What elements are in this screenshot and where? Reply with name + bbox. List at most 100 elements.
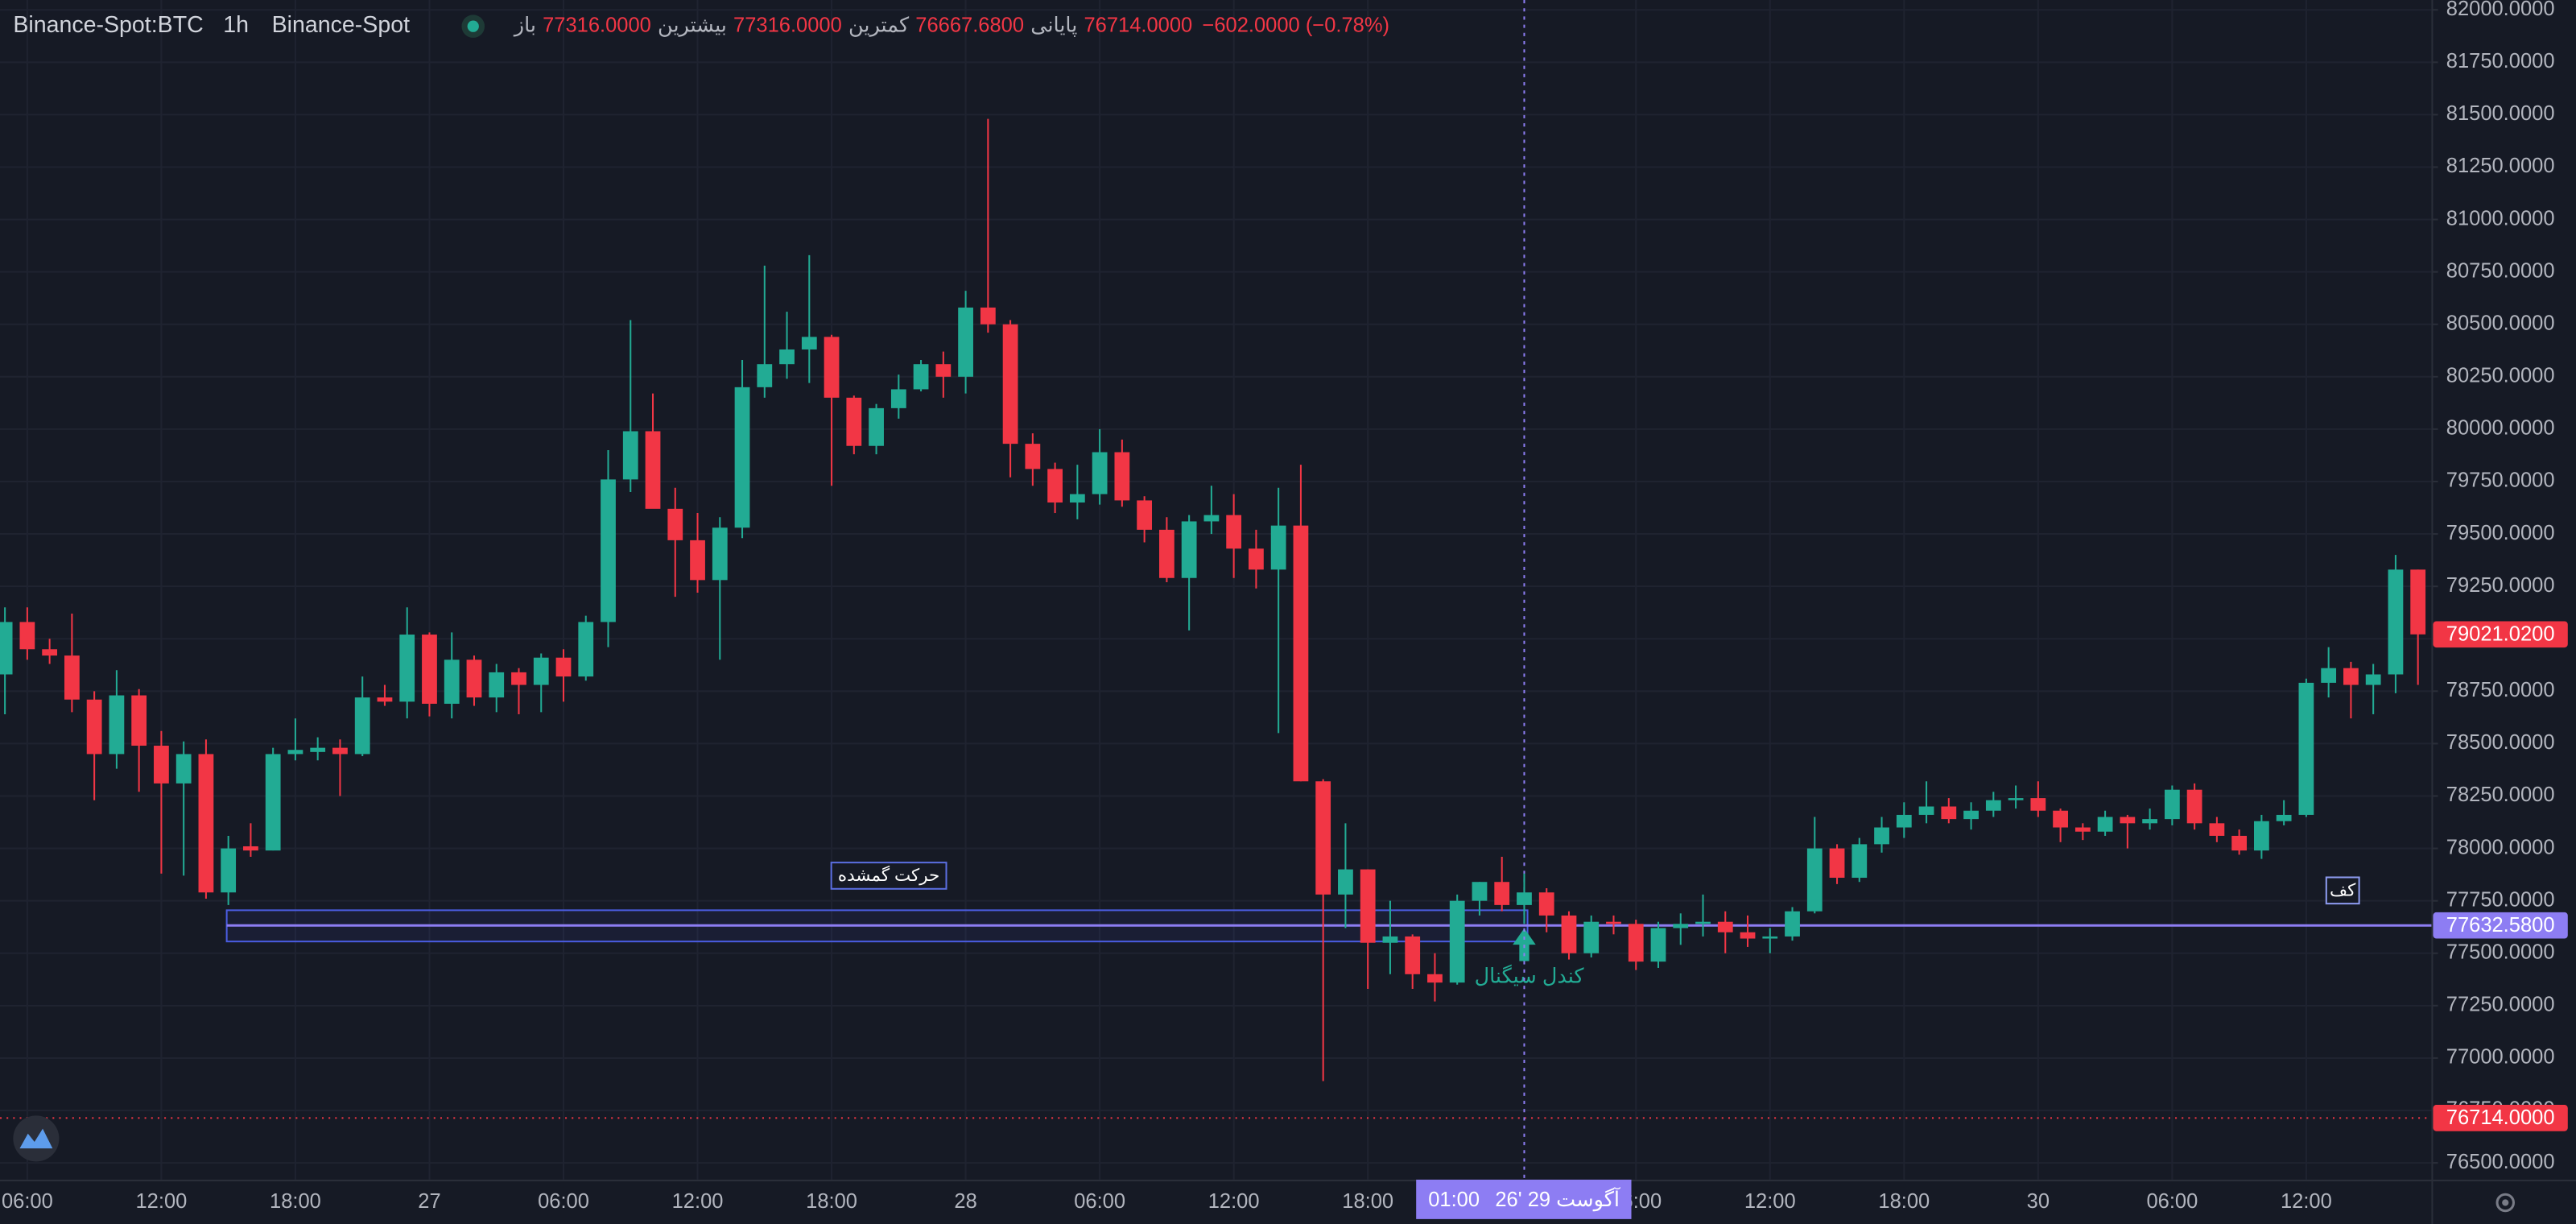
candle-body xyxy=(1472,882,1488,901)
candle-body xyxy=(1382,936,1398,943)
candle-body xyxy=(1628,924,1644,962)
candles xyxy=(0,118,2426,1081)
x-tick-label: 06:00 xyxy=(1074,1190,1125,1213)
candle-body xyxy=(1270,525,1286,570)
candle-body xyxy=(533,657,549,685)
candle-body xyxy=(1449,900,1465,983)
header: Binance-Spot:BTC 1h Binance-Spot باز 7731… xyxy=(13,12,1389,38)
candle-body xyxy=(2276,814,2292,821)
candle-body xyxy=(935,364,952,377)
x-tick-label: 18:00 xyxy=(1878,1190,1930,1213)
candle-body xyxy=(1249,548,1264,570)
candle-body xyxy=(2321,668,2337,683)
candle-body xyxy=(2388,569,2404,675)
candle-body xyxy=(1159,529,1174,578)
settings[interactable] xyxy=(2496,1193,2515,1213)
candle-body xyxy=(511,672,526,685)
grid xyxy=(0,0,2432,1180)
logo[interactable] xyxy=(13,1115,60,1162)
legend-value: 77316.0000 xyxy=(543,14,651,36)
candle-body xyxy=(1315,781,1331,895)
x-tick-label: 06:00 xyxy=(2146,1190,2198,1213)
candle-body xyxy=(2053,810,2068,828)
candle-body xyxy=(913,364,929,390)
x-tick-label: 30 xyxy=(2027,1190,2050,1213)
legend-value: 76667.6800 xyxy=(915,14,1024,36)
candle-body xyxy=(221,848,237,893)
y-tick-label: 81500.0000 xyxy=(2446,102,2555,125)
candle-body xyxy=(2008,798,2024,800)
exchange: Binance-Spot xyxy=(272,12,410,38)
candle-body xyxy=(980,307,996,325)
y-tick-label: 77250.0000 xyxy=(2446,994,2555,1016)
price-label: 76714.0000 xyxy=(2446,1106,2555,1129)
candle-body xyxy=(555,657,572,677)
candle-body xyxy=(2343,668,2359,685)
candle-body xyxy=(2097,817,2113,832)
candle-body xyxy=(690,540,705,581)
crosshair-date: 26' آگوست 29 xyxy=(1495,1187,1621,1212)
legend-label: کمترین xyxy=(848,14,910,37)
y-tick-label: 77500.0000 xyxy=(2446,941,2555,963)
candle-body xyxy=(2030,798,2046,811)
y-tick-label: 79500.0000 xyxy=(2446,522,2555,544)
logo-circle[interactable] xyxy=(13,1115,60,1162)
candle-body xyxy=(1695,921,1711,924)
y-tick-label: 78000.0000 xyxy=(2446,836,2555,858)
y-tick-label: 78250.0000 xyxy=(2446,784,2555,806)
candle-body xyxy=(1538,892,1554,916)
annotation: کف xyxy=(2330,881,2356,900)
settings-icon[interactable] xyxy=(2496,1193,2515,1213)
candle-body xyxy=(1985,800,2001,811)
candle-body xyxy=(198,754,214,893)
candle-body xyxy=(19,622,35,650)
candle-body xyxy=(1583,921,1600,953)
candle-body xyxy=(1360,869,1376,943)
interval[interactable]: 1h xyxy=(223,12,249,38)
candle-body xyxy=(310,747,326,752)
legend-label: بیشترین xyxy=(658,14,727,37)
candle-body xyxy=(801,337,817,349)
candle-body xyxy=(399,635,415,702)
logo-icon[interactable] xyxy=(19,1128,53,1149)
candle-body xyxy=(712,527,728,581)
candle-body xyxy=(2120,817,2136,824)
y-tick-label: 80500.0000 xyxy=(2446,312,2555,334)
candle-body xyxy=(2209,823,2225,836)
y-tick-label: 79750.0000 xyxy=(2446,469,2555,492)
candle-body xyxy=(779,349,795,365)
candle-body xyxy=(2365,674,2381,685)
candle-body xyxy=(2142,819,2157,824)
candle-body xyxy=(109,695,125,755)
candle-body xyxy=(1561,915,1577,953)
candle-body xyxy=(2298,682,2314,815)
y-tick-label: 79250.0000 xyxy=(2446,574,2555,597)
candle-body xyxy=(489,672,505,698)
legend-value: 77316.0000 xyxy=(733,14,842,36)
legend-label: پایانی xyxy=(1030,14,1077,36)
status-dot-core xyxy=(467,20,479,32)
price-label: 77632.5800 xyxy=(2446,914,2555,937)
symbol[interactable]: Binance-Spot:BTC xyxy=(13,12,203,38)
candle-body xyxy=(1002,324,1018,445)
candle-body xyxy=(1092,452,1108,494)
candle-body xyxy=(1114,452,1130,501)
candle-body xyxy=(1785,911,1800,937)
candle-body xyxy=(958,307,973,377)
candle-body xyxy=(64,655,80,700)
candle-body xyxy=(444,660,460,704)
candle-body xyxy=(0,622,13,675)
candle-body xyxy=(131,695,147,746)
settings-icon-core[interactable] xyxy=(2502,1199,2509,1206)
candle-body xyxy=(1874,827,1889,845)
y-tick-label: 81000.0000 xyxy=(2446,207,2555,229)
x-tick-label: 18:00 xyxy=(1342,1190,1393,1213)
candle-body xyxy=(1293,525,1309,782)
candle-body xyxy=(466,660,482,698)
x-tick-label: 06:00 xyxy=(2,1190,53,1213)
candle-body xyxy=(175,754,192,784)
price-label-box xyxy=(2433,912,2568,939)
